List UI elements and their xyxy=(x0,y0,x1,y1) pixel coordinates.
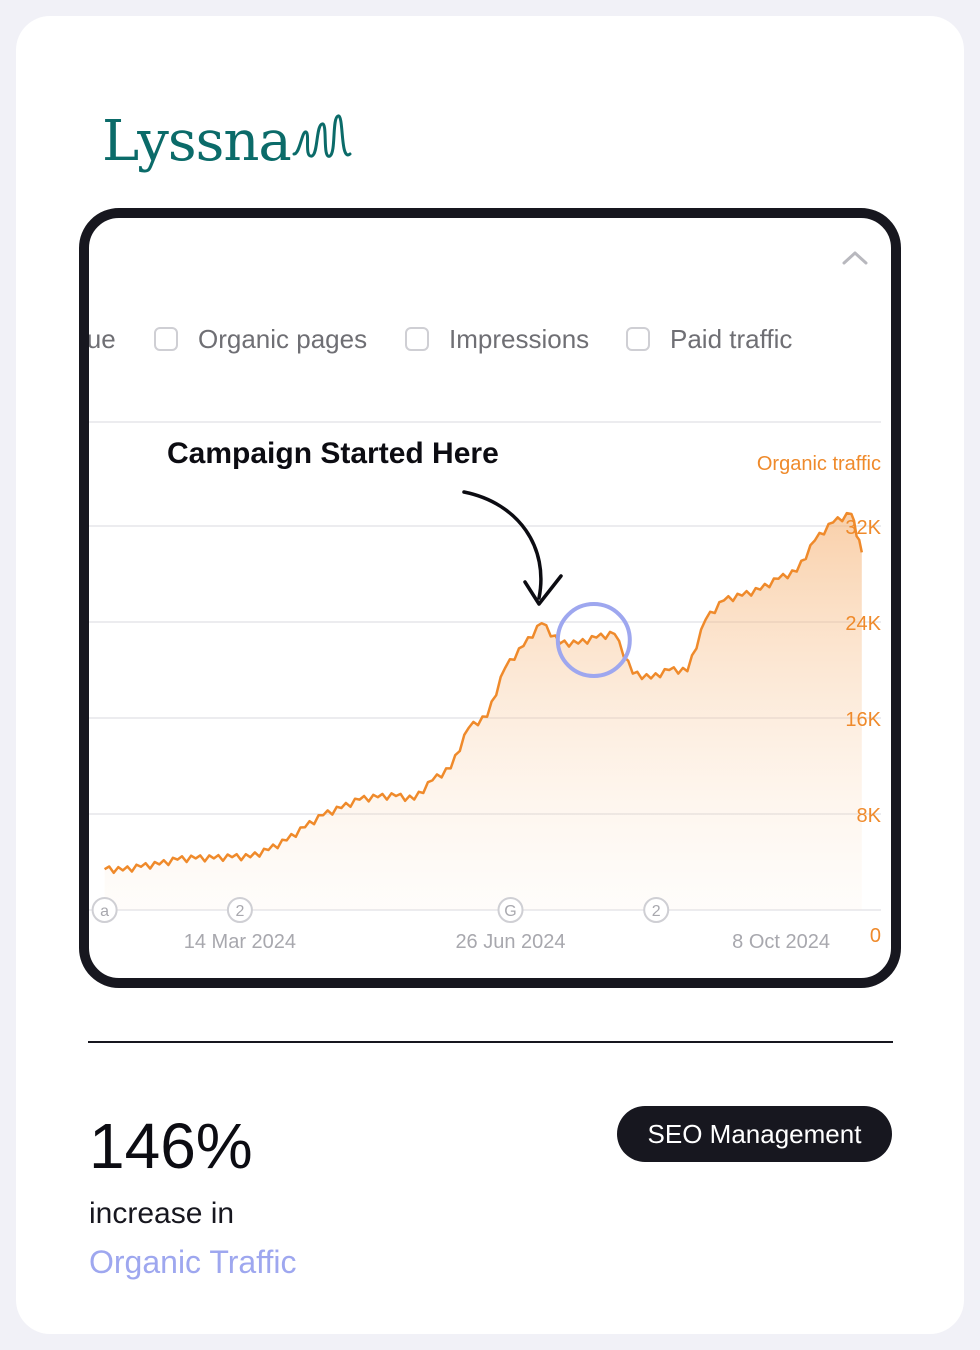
chevron-up-icon[interactable] xyxy=(841,248,869,268)
filter-value[interactable]: lue xyxy=(81,322,116,356)
organic-traffic-line xyxy=(103,511,864,875)
brand-logo: Lyssna xyxy=(102,102,352,182)
case-study-card: Lyssna lue Organic pages Impressions Pai… xyxy=(16,16,964,1334)
stat-highlight-link[interactable]: Organic Traffic xyxy=(89,1244,297,1280)
organic-traffic-chart: a 2 G 2 Organic traffic 32K 24K 16K 8K 0 14 Mar 2… xyxy=(89,421,882,953)
filter-organic-pages[interactable]: Organic pages xyxy=(154,322,367,356)
impressions-checkbox[interactable] xyxy=(405,327,429,351)
event-marker-circle xyxy=(497,897,524,923)
section-divider xyxy=(88,1041,893,1043)
event-marker-circle xyxy=(226,897,253,923)
filter-label: lue xyxy=(81,323,116,354)
brand-mark-icon xyxy=(292,114,352,158)
annotation-text: Campaign Started Here xyxy=(167,437,499,470)
filter-label: Impressions xyxy=(449,323,590,354)
y-tick-label: 32K xyxy=(845,517,881,539)
stat-label: increase in xyxy=(89,1197,235,1230)
event-marker[interactable]: 2 xyxy=(643,897,670,923)
service-badge[interactable]: SEO Management xyxy=(617,1106,892,1162)
stat-value: 146% xyxy=(89,1110,253,1182)
event-marker-circle xyxy=(91,897,118,923)
organic-traffic-area xyxy=(104,513,862,910)
event-marker-label: 2 xyxy=(652,903,661,920)
y-tick-label: 16K xyxy=(845,709,881,731)
event-marker[interactable]: a xyxy=(91,897,118,923)
annotation-arrow xyxy=(462,490,543,600)
organic-pages-checkbox[interactable] xyxy=(154,327,178,351)
event-marker[interactable]: G xyxy=(497,897,524,923)
y-axis-title: Organic traffic xyxy=(757,453,881,475)
x-tick-label: 14 Mar 2024 xyxy=(184,931,296,953)
event-marker-label: G xyxy=(504,903,516,920)
filter-impressions[interactable]: Impressions xyxy=(405,322,589,356)
x-tick-label: 26 Jun 2024 xyxy=(455,931,565,953)
event-marker-label: 2 xyxy=(235,903,244,920)
event-marker-circle xyxy=(643,897,670,923)
filter-label: Organic pages xyxy=(198,323,368,354)
filter-label: Paid traffic xyxy=(670,323,793,354)
chart-screenshot-frame: lue Organic pages Impressions Paid traff… xyxy=(79,208,901,988)
brand-name: Lyssna xyxy=(102,109,292,174)
event-marker[interactable]: 2 xyxy=(226,897,253,923)
y-tick-label: 0 xyxy=(870,925,881,947)
event-marker-label: a xyxy=(100,903,109,920)
y-tick-label: 24K xyxy=(845,613,881,635)
y-tick-label: 8K xyxy=(857,805,882,827)
x-tick-label: 8 Oct 2024 xyxy=(732,931,830,953)
filter-paid-traffic[interactable]: Paid traffic xyxy=(626,322,792,356)
paid-traffic-checkbox[interactable] xyxy=(626,327,650,351)
campaign-highlight-circle xyxy=(555,602,632,678)
annotation-arrow-head xyxy=(523,574,563,606)
